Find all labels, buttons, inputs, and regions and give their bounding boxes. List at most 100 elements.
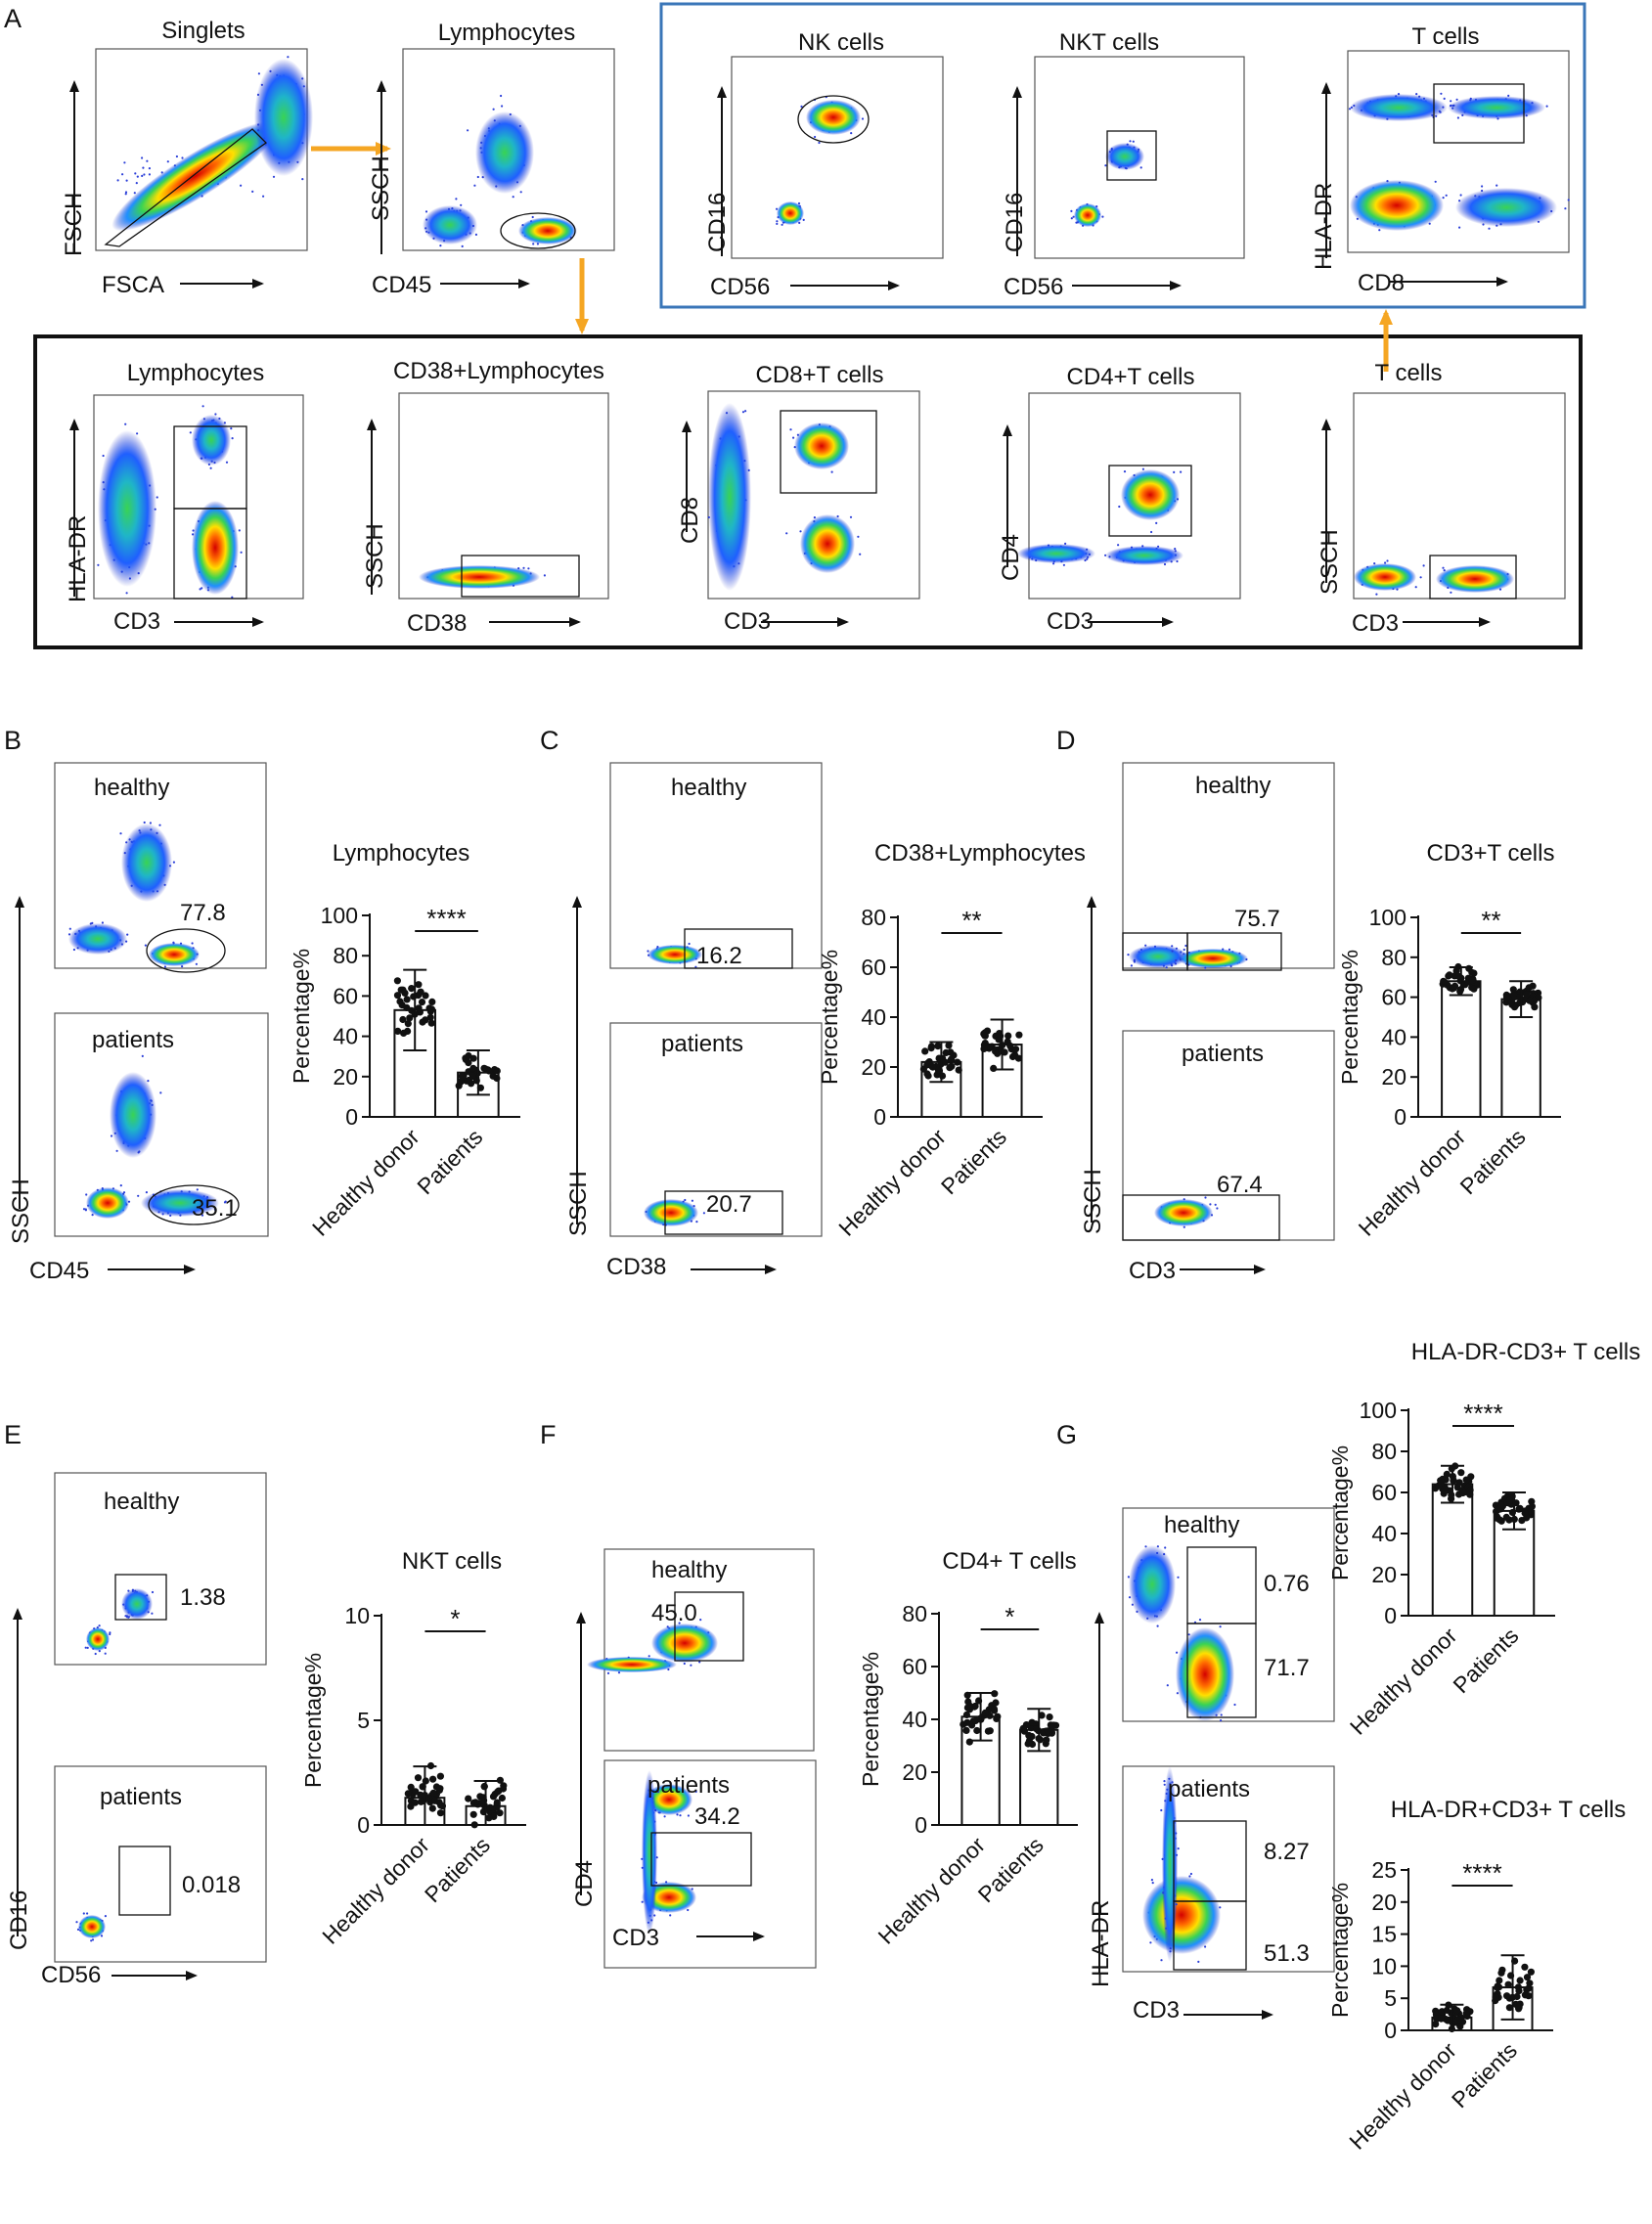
data-point bbox=[1014, 1054, 1022, 1062]
category-label: Healthy donor bbox=[1344, 2037, 1461, 2155]
data-point bbox=[415, 981, 423, 989]
c-healthy-plot-dot bbox=[694, 965, 697, 968]
data-point bbox=[1437, 2015, 1445, 2023]
chart-title-g1: HLA-DR-CD3+ T cells bbox=[1411, 1339, 1641, 1365]
nkt-plot-dot bbox=[1070, 217, 1073, 220]
b-patients-plot-dot bbox=[119, 1184, 122, 1187]
e-patients-label: patients bbox=[100, 1784, 183, 1810]
t-top-plot-dot bbox=[1488, 227, 1491, 230]
data-point bbox=[1525, 984, 1533, 992]
b-healthy-plot-dot bbox=[68, 927, 71, 930]
f-healthy-plot bbox=[587, 1548, 815, 1752]
lymph-top-plot-dot bbox=[531, 215, 534, 219]
data-point bbox=[428, 1804, 436, 1812]
data-point bbox=[458, 1072, 466, 1080]
singlets-plot-dot bbox=[124, 193, 127, 196]
g-healthy-plot-dot bbox=[1156, 1624, 1159, 1627]
nkt-plot-gate-0 bbox=[1106, 130, 1157, 181]
category-label: Patients bbox=[1447, 2037, 1522, 2113]
d-healthy-plot bbox=[1122, 762, 1335, 971]
lymph-top-y-label: SSCH bbox=[368, 156, 394, 221]
singlets-title: Singlets bbox=[161, 18, 246, 44]
lymph-top-plot-dot bbox=[455, 198, 458, 200]
g-patients-plot-dot bbox=[1177, 1847, 1180, 1850]
f-healthy-plot-dot bbox=[678, 1622, 681, 1624]
cd4t-plot-dot bbox=[1118, 505, 1121, 509]
data-point bbox=[462, 1054, 469, 1062]
singlets-plot-dot bbox=[134, 172, 137, 175]
d-patients-plot-dot bbox=[1214, 1203, 1217, 1206]
g-healthy-plot-dot bbox=[1220, 1719, 1223, 1722]
data-point bbox=[498, 1794, 506, 1802]
data-point bbox=[1455, 1479, 1463, 1487]
cd8t-plot-dot bbox=[857, 535, 860, 538]
data-point bbox=[1019, 1724, 1027, 1732]
cd38-plot-dot bbox=[522, 566, 525, 569]
b-healthy-label: healthy bbox=[94, 775, 170, 801]
e-healthy-plot-dot bbox=[151, 1612, 154, 1615]
y-tick-label: 80 bbox=[861, 905, 886, 930]
data-point bbox=[480, 1064, 488, 1072]
t-bottom-plot-population-0 bbox=[1354, 563, 1416, 591]
d-healthy-plot-dot bbox=[1175, 958, 1178, 962]
data-point bbox=[1443, 1470, 1451, 1478]
data-point bbox=[923, 1070, 931, 1078]
y-tick-label: 60 bbox=[1371, 1480, 1397, 1505]
e-healthy-plot-dot bbox=[109, 1632, 112, 1636]
data-point bbox=[1444, 2017, 1451, 2024]
b-patients-value: 35.1 bbox=[192, 1195, 238, 1222]
singlets-plot-dot bbox=[141, 156, 144, 159]
data-point bbox=[1036, 1736, 1044, 1744]
t-top-title: T cells bbox=[1411, 23, 1480, 50]
cd38-plot-population-0 bbox=[419, 565, 540, 589]
cd4t-plot-population-2 bbox=[1105, 546, 1183, 565]
g-patients-plot-dot bbox=[1163, 1783, 1166, 1786]
singlets-plot-dot bbox=[116, 179, 119, 182]
cd8t-plot-dot bbox=[799, 530, 802, 533]
singlets-plot-dot bbox=[148, 173, 151, 176]
lymph-top-plot-dot bbox=[476, 175, 479, 179]
bar-chart-b: Lymphocytes 0 20 40 60 80 100 Percentage% Health… bbox=[289, 840, 520, 1241]
data-point bbox=[436, 1772, 444, 1780]
data-point bbox=[1432, 2021, 1440, 2028]
data-point bbox=[946, 1063, 954, 1072]
cd4t-plot-population-0 bbox=[1121, 469, 1180, 520]
singlets-plot-dot bbox=[123, 161, 126, 164]
lymph-bottom-plot-dot bbox=[214, 413, 217, 416]
e-healthy-plot-dot bbox=[84, 1646, 87, 1649]
cd4t-x-label: CD3 bbox=[1047, 608, 1094, 635]
data-point bbox=[494, 1788, 502, 1796]
f-patients-plot-dot bbox=[687, 1814, 691, 1817]
y-axis-label: Percentage% bbox=[300, 1653, 326, 1788]
b-patients-plot-dot bbox=[110, 1134, 113, 1137]
c-healthy-value: 16.2 bbox=[696, 943, 742, 969]
category-label: Healthy donor bbox=[307, 1124, 424, 1241]
data-point bbox=[500, 1782, 508, 1790]
data-point bbox=[1492, 1993, 1499, 2001]
data-point bbox=[496, 1776, 504, 1784]
data-point bbox=[986, 1727, 994, 1735]
data-point bbox=[419, 1018, 426, 1026]
data-point bbox=[1451, 982, 1459, 990]
b-healthy-plot-dot bbox=[172, 861, 175, 864]
b-healthy-plot-dot bbox=[119, 832, 122, 835]
e-patients-plot-dot bbox=[86, 1912, 89, 1915]
chart-title-g2: HLA-DR+CD3+ T cells bbox=[1391, 1797, 1627, 1823]
y-tick-label: 60 bbox=[333, 983, 358, 1008]
data-point bbox=[469, 1810, 477, 1818]
t-bottom-plot-dot bbox=[1386, 559, 1389, 562]
f-healthy-plot-dot bbox=[698, 1661, 701, 1664]
data-point bbox=[1502, 1513, 1510, 1521]
t-bottom-plot-gate-0 bbox=[1429, 555, 1517, 600]
category-label: Healthy donor bbox=[833, 1124, 951, 1241]
b-healthy-plot-dot bbox=[158, 823, 161, 826]
bar-chart-g1: HLA-DR-CD3+ T cells 0 20 40 60 80 100 Percentag… bbox=[1327, 1339, 1640, 1740]
d-patients-plot-dot bbox=[1204, 1196, 1207, 1199]
data-point bbox=[1453, 2007, 1461, 2015]
panel-letter-f: F bbox=[540, 1420, 557, 1449]
y-axis-label: Percentage% bbox=[1327, 1446, 1353, 1580]
b-patients-plot-dot bbox=[84, 1208, 87, 1211]
f-healthy-plot-dot bbox=[690, 1664, 692, 1667]
cd38-plot-frame bbox=[398, 392, 609, 600]
data-point bbox=[954, 1058, 961, 1066]
